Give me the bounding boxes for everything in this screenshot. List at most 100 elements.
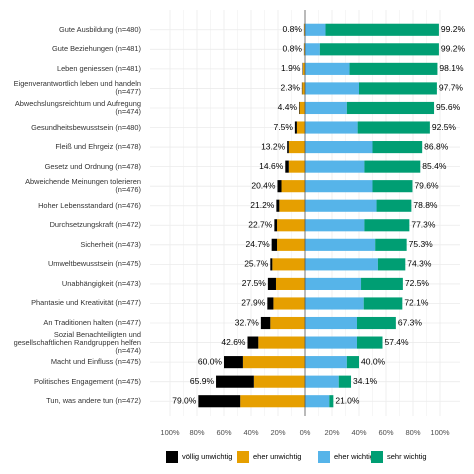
right-total-label: 78.8% — [413, 200, 438, 210]
category-label: Gute Beziehungen (n=481) — [52, 44, 141, 54]
bar-segment — [305, 180, 373, 193]
right-total-label: 40.0% — [361, 356, 386, 366]
bar-segment — [296, 121, 305, 134]
bar-segment — [198, 395, 241, 408]
bar-segment — [305, 23, 326, 36]
right-total-label: 72.1% — [404, 298, 429, 308]
category-label: Fleiß und Ehrgeiz (n=478) — [55, 142, 141, 152]
bar-segment — [281, 180, 305, 193]
bar-segment — [305, 238, 376, 251]
legend-swatch — [166, 451, 178, 463]
bar-segment — [302, 82, 305, 95]
bar-segment — [364, 219, 410, 232]
bar-segment — [288, 141, 305, 154]
right-total-label: 99.2% — [441, 24, 466, 34]
bar-segment — [356, 336, 383, 349]
bar-segment — [258, 336, 305, 349]
bar-segment — [270, 316, 305, 330]
bar-segment — [305, 199, 377, 212]
category-label: Gesetz und Ordnung (n=478) — [44, 161, 141, 171]
bar-segment — [275, 277, 305, 290]
bar-segment — [302, 62, 305, 75]
category-label: An Traditionen halten (n=477) — [43, 318, 141, 328]
left-total-label: 25.7% — [244, 259, 269, 269]
x-tick-label: 60% — [216, 428, 231, 437]
bar-segment — [271, 238, 278, 251]
left-total-label: 79.0% — [172, 395, 197, 405]
bar-segment — [376, 199, 412, 212]
bar-segment — [305, 121, 358, 134]
category-label: Sicherheit (n=473) — [80, 239, 141, 249]
left-total-label: 22.7% — [248, 220, 273, 230]
bar-segment — [276, 199, 280, 212]
x-tick-label: 100% — [430, 428, 450, 437]
bar-segment — [305, 375, 339, 388]
bar-segment — [305, 336, 357, 349]
bar-segment — [299, 101, 300, 115]
bar-segment — [305, 277, 362, 290]
bar-segment — [267, 277, 276, 290]
category-label: Macht und Einfluss (n=475) — [50, 357, 141, 367]
left-total-label: 14.6% — [259, 161, 284, 171]
x-tick-label: 40% — [351, 428, 366, 437]
category-label: Gesundheitsbewusstsein (n=480) — [31, 122, 141, 132]
category-label: Unabhängigkeit (n=473) — [61, 278, 141, 288]
category-label: Phantasie und Kreativität (n=477) — [31, 298, 141, 308]
bar-segment — [305, 297, 364, 310]
left-total-label: 32.7% — [235, 317, 260, 327]
right-total-label: 77.3% — [411, 220, 436, 230]
bar-segment — [299, 101, 305, 115]
bar-segment — [273, 297, 305, 310]
left-total-label: 27.9% — [241, 298, 266, 308]
right-total-label: 99.2% — [441, 44, 466, 54]
left-total-label: 2.3% — [281, 83, 301, 93]
left-total-label: 0.8% — [283, 44, 303, 54]
bar-segment — [305, 62, 350, 75]
bar-segment — [277, 238, 305, 251]
x-tick-label: 40% — [243, 428, 258, 437]
bar-segment — [305, 82, 359, 95]
left-total-label: 20.4% — [251, 180, 276, 190]
right-total-label: 21.0% — [335, 395, 360, 405]
bar-segment — [304, 23, 305, 36]
right-total-label: 98.1% — [439, 63, 464, 73]
x-tick-label: 20% — [270, 428, 285, 437]
category-label: Abwechslungsreichtum und Aufregung (n=47… — [14, 98, 141, 116]
bar-segment — [240, 395, 305, 408]
x-tick-label: 0% — [300, 428, 311, 437]
legend-label: sehr wichtig — [387, 452, 427, 461]
bar-segment — [242, 356, 305, 369]
bar-segment — [372, 141, 423, 154]
bar-segment — [285, 160, 289, 173]
bar-segment — [304, 43, 305, 56]
bar-segment — [361, 277, 403, 290]
bar-segment — [270, 258, 273, 271]
category-label: Sozial Benachteiligten und gesellschaftl… — [13, 329, 141, 355]
bar-segment — [305, 395, 330, 408]
bar-segment — [279, 199, 305, 212]
bar-segment — [305, 356, 347, 369]
left-total-label: 60.0% — [198, 356, 223, 366]
bar-segment — [305, 258, 378, 271]
left-total-label: 4.4% — [278, 102, 298, 112]
bar-segment — [319, 43, 439, 56]
legend-label: völlig unwichtig — [182, 452, 232, 461]
category-label: Tun, was andere tun (n=472) — [46, 396, 141, 406]
bar-segment — [272, 258, 305, 271]
right-total-label: 72.5% — [405, 278, 430, 288]
x-tick-label: 80% — [405, 428, 420, 437]
bar-segment — [346, 356, 359, 369]
left-total-label: 7.5% — [274, 122, 294, 132]
right-total-label: 95.6% — [436, 102, 461, 112]
right-total-label: 86.8% — [424, 141, 449, 151]
legend-swatch — [371, 451, 383, 463]
bar-segment — [305, 43, 320, 56]
right-total-label: 75.3% — [409, 239, 434, 249]
bar-segment — [216, 375, 254, 388]
bar-segment — [247, 336, 259, 349]
bar-segment — [372, 180, 413, 193]
bar-segment — [377, 258, 406, 271]
category-label: Abweichende Meinungen tolerieren (n=476) — [25, 177, 141, 195]
